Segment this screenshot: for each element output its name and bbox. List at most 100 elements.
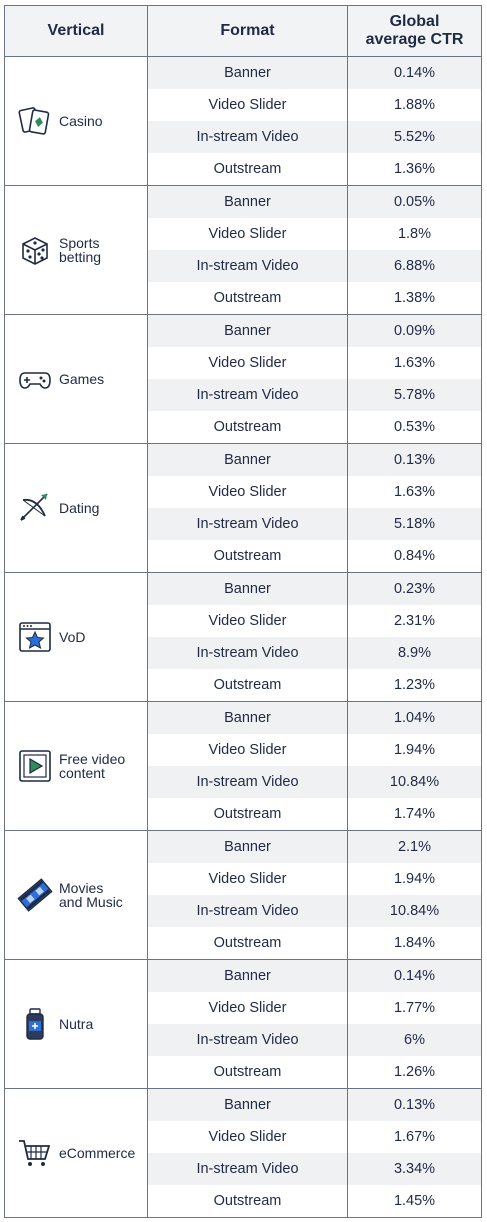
table-row: Video Slider 1.88% — [5, 89, 482, 121]
format-cell: In-stream Video — [147, 895, 348, 927]
table-row: Casino Banner 0.14% — [4, 56, 482, 186]
cupid-bow-icon — [17, 490, 53, 526]
table-row: Games Banner 0.09% — [4, 314, 482, 444]
format-cell: Banner — [147, 56, 348, 89]
ctr-cell: 10.84% — [347, 766, 482, 798]
table-row: Sports betting Banner 0.05% — [4, 185, 482, 315]
ctr-cell: 1.8% — [347, 218, 482, 250]
ctr-cell: 2.31% — [347, 605, 482, 637]
format-cell: Video Slider — [147, 863, 348, 895]
header-row: Vertical Format Global average CTR — [4, 5, 482, 57]
vertical-label-group: VoD — [17, 619, 147, 655]
table-row: In-stream Video 10.84% — [5, 766, 482, 798]
shopping-cart-icon — [17, 1135, 53, 1171]
table-row: In-stream Video 10.84% — [5, 895, 482, 927]
header-vertical: Vertical — [4, 5, 148, 57]
vertical-label-group: Casino — [17, 103, 147, 139]
format-cell: In-stream Video — [147, 1153, 348, 1185]
ctr-cell: 0.23% — [347, 572, 482, 605]
table-row: Video Slider 1.94% — [5, 863, 482, 895]
table-row: Video Slider 1.63% — [5, 476, 482, 508]
vertical-label: Free video content — [59, 751, 126, 781]
table-row: Video Slider 1.8% — [5, 218, 482, 250]
ctr-cell: 1.04% — [347, 701, 482, 734]
format-cell: Outstream — [147, 1056, 348, 1089]
table-row: VoD Banner 0.23% — [4, 572, 482, 702]
vertical-cell-vod: VoD — [4, 572, 148, 702]
vertical-label-group: Nutra — [17, 1006, 147, 1042]
format-cell: Banner — [147, 959, 348, 992]
header-ctr: Global average CTR — [347, 5, 482, 57]
ctr-cell: 0.84% — [347, 540, 482, 573]
vertical-label: Casino — [59, 113, 103, 129]
format-cell: In-stream Video — [147, 250, 348, 282]
table-row: Video Slider 1.67% — [5, 1121, 482, 1153]
format-cell: Outstream — [147, 153, 348, 186]
format-cell: In-stream Video — [147, 121, 348, 153]
ctr-table-container: Vertical Format Global average CTR Casin… — [4, 5, 482, 1218]
format-cell: Video Slider — [147, 347, 348, 379]
format-cell: Banner — [147, 701, 348, 734]
ctr-cell: 1.38% — [347, 282, 482, 315]
vertical-cell-games: Games — [4, 314, 148, 444]
header-ctr-line1: Global — [389, 13, 440, 30]
table-row: In-stream Video 6.88% — [5, 250, 482, 282]
table-row: Nutra Banner 0.14% — [4, 959, 482, 1089]
format-cell: Banner — [147, 443, 348, 476]
ctr-cell: 0.53% — [347, 411, 482, 444]
ctr-cell: 1.88% — [347, 89, 482, 121]
vertical-label: VoD — [59, 629, 86, 645]
ctr-cell: 5.78% — [347, 379, 482, 411]
ctr-cell: 1.63% — [347, 476, 482, 508]
format-cell: Outstream — [147, 798, 348, 831]
format-cell: Video Slider — [147, 1121, 348, 1153]
table-row: Outstream 1.84% — [5, 927, 482, 960]
ctr-cell: 1.94% — [347, 734, 482, 766]
format-cell: In-stream Video — [147, 379, 348, 411]
vertical-label: Nutra — [59, 1016, 94, 1032]
vertical-cell-ecommerce: eCommerce — [4, 1088, 148, 1218]
format-cell: Banner — [147, 185, 348, 218]
film-strip-icon — [17, 877, 53, 913]
table-row: Outstream 1.74% — [5, 798, 482, 831]
table-row: Dating Banner 0.13% — [4, 443, 482, 573]
table-row: Video Slider 1.77% — [5, 992, 482, 1024]
vertical-cell-casino: Casino — [4, 56, 148, 186]
table-row: Outstream 1.36% — [5, 153, 482, 186]
vertical-label: Sports betting — [59, 235, 102, 265]
format-cell: Outstream — [147, 927, 348, 960]
table-row: In-stream Video 5.52% — [5, 121, 482, 153]
table-row: Outstream 0.84% — [5, 540, 482, 573]
vertical-cell-dating: Dating — [4, 443, 148, 573]
table-row: In-stream Video 3.34% — [5, 1153, 482, 1185]
format-cell: Banner — [147, 830, 348, 863]
table-header: Vertical Format Global average CTR — [4, 5, 482, 57]
format-cell: Video Slider — [147, 89, 348, 121]
ctr-cell: 0.13% — [347, 1088, 482, 1121]
vertical-cell-sports-betting: Sports betting — [4, 185, 148, 315]
vertical-label: Dating — [59, 500, 100, 516]
ctr-cell: 1.84% — [347, 927, 482, 960]
star-window-icon — [17, 619, 53, 655]
table-row: Outstream 1.45% — [5, 1185, 482, 1218]
ctr-cell: 1.45% — [347, 1185, 482, 1218]
format-cell: Banner — [147, 314, 348, 347]
ctr-cell: 5.18% — [347, 508, 482, 540]
vertical-label-group: Dating — [17, 490, 147, 526]
format-cell: Outstream — [147, 540, 348, 573]
format-cell: Video Slider — [147, 992, 348, 1024]
ctr-cell: 1.74% — [347, 798, 482, 831]
format-cell: Outstream — [147, 411, 348, 444]
header-ctr-line2: average CTR — [365, 31, 464, 48]
vertical-label-group: Movies and Music — [17, 877, 147, 913]
ctr-cell: 0.14% — [347, 959, 482, 992]
ctr-cell: 1.63% — [347, 347, 482, 379]
format-cell: Outstream — [147, 1185, 348, 1218]
format-cell: Video Slider — [147, 605, 348, 637]
ctr-cell: 1.36% — [347, 153, 482, 186]
ctr-cell: 10.84% — [347, 895, 482, 927]
header-format: Format — [147, 5, 348, 57]
vertical-label-group: Sports betting — [17, 232, 147, 268]
table-row: In-stream Video 8.9% — [5, 637, 482, 669]
vertical-cell-free-video-content: Free video content — [4, 701, 148, 831]
